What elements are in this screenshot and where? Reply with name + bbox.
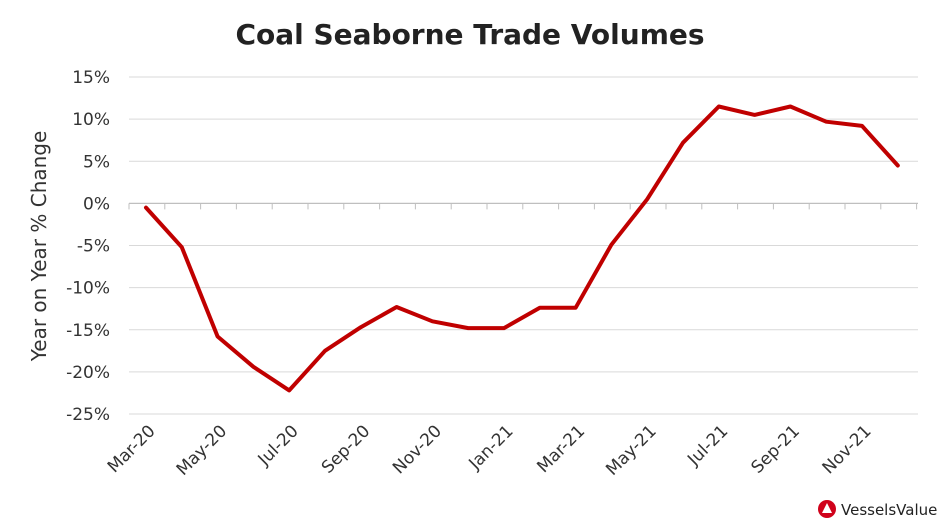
- x-tick-label: Nov-21: [819, 421, 876, 478]
- vesselsvalue-logo: VesselsValue: [818, 500, 937, 519]
- x-tick-label: Jul-20: [254, 421, 303, 470]
- x-tick-label: Mar-20: [104, 421, 160, 477]
- x-tick-label: Nov-20: [389, 421, 446, 478]
- vesselsvalue-logo-text: VesselsValue: [841, 501, 937, 519]
- y-tick-label: -5%: [77, 237, 110, 257]
- y-axis-label: Year on Year % Change: [27, 131, 51, 363]
- y-tick-label: -25%: [66, 405, 110, 425]
- series-group: [144, 104, 900, 393]
- y-tick-label: 5%: [83, 152, 110, 172]
- x-tick-labels: Mar-20 May-20 Jul-20 Sep-20 Nov-20 Jan-21 Mar-…: [104, 421, 876, 479]
- y-tick-label: -10%: [66, 279, 110, 299]
- x-tick-label: Jan-21: [465, 421, 518, 474]
- y-tick-label: 15%: [72, 68, 110, 88]
- y-tick-labels: -25% -20% -15% -10% -5% 0% 5% 10% 15%: [66, 68, 110, 425]
- x-tick-label: Jul-21: [683, 421, 732, 470]
- x-tick-label: Sep-20: [318, 421, 374, 477]
- vesselsvalue-logo-mark: [822, 503, 832, 513]
- x-tick-label: May-21: [602, 421, 660, 479]
- y-tick-label: 0%: [83, 194, 110, 214]
- y-tick-label: -15%: [66, 321, 110, 341]
- x-tick-label: Mar-21: [533, 421, 589, 477]
- x-tick-label: Sep-21: [747, 421, 803, 477]
- chart-title: Coal Seaborne Trade Volumes: [235, 18, 704, 51]
- series-line: [144, 104, 900, 393]
- y-tick-label: 10%: [72, 110, 110, 130]
- x-tick-label: May-20: [173, 421, 231, 479]
- y-tick-label: -20%: [66, 363, 110, 383]
- x-axis: [128, 202, 918, 210]
